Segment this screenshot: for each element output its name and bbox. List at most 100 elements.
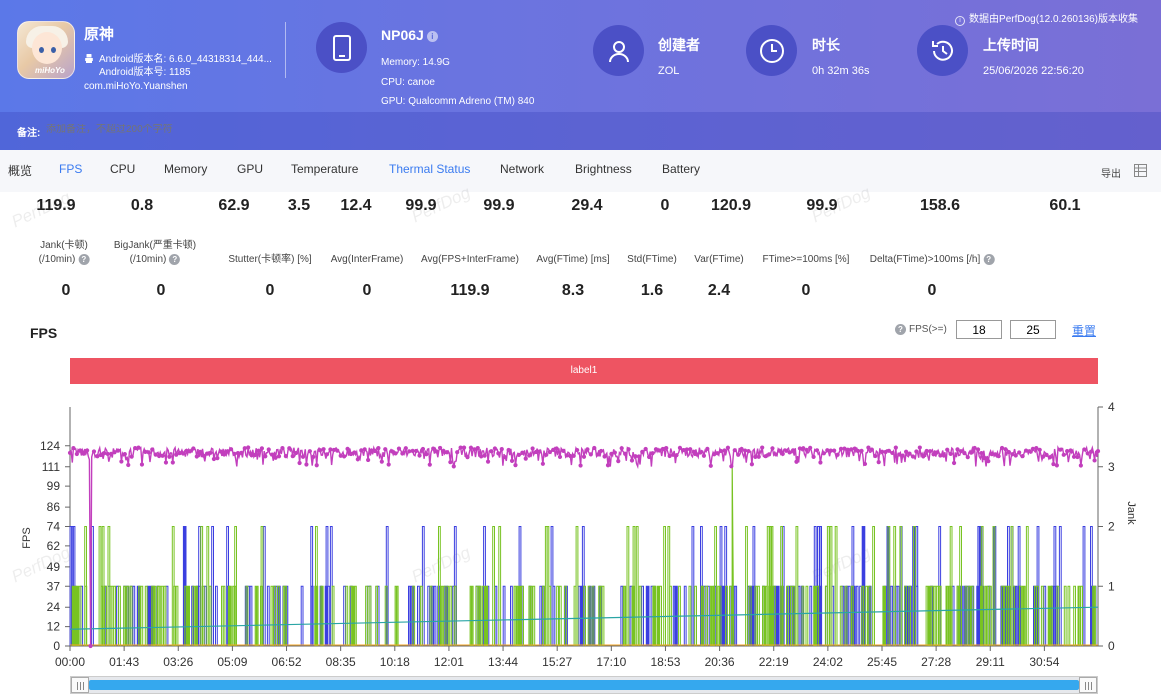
x-tick-label: 24:02: [813, 655, 843, 669]
fps-point: [927, 449, 933, 454]
fps-point: [533, 449, 539, 455]
fps-point: [838, 446, 844, 451]
fps-point: [657, 448, 662, 453]
fps-point: [814, 448, 820, 453]
fps-point: [842, 446, 847, 451]
fps-point: [616, 459, 621, 464]
time-range-slider[interactable]: [70, 676, 1098, 694]
fps-threshold-input-2[interactable]: [1010, 320, 1056, 339]
device-info-icon[interactable]: i: [426, 30, 438, 42]
range-handle-left[interactable]: [71, 677, 89, 693]
range-handle-right[interactable]: [1079, 677, 1097, 693]
tab-fps[interactable]: FPS: [59, 162, 83, 176]
fps-point: [900, 453, 905, 458]
fps-point: [619, 446, 624, 451]
export-button[interactable]: 导出: [1101, 169, 1121, 180]
user-icon: [593, 25, 644, 76]
fps-point: [701, 453, 707, 458]
help-icon[interactable]: ?: [169, 253, 181, 265]
help-icon[interactable]: ?: [895, 324, 906, 335]
fps-point: [208, 450, 213, 455]
fps-point: [1013, 453, 1018, 458]
fps-point: [989, 452, 994, 457]
fps-point: [962, 451, 967, 456]
fps-point: [1065, 449, 1070, 454]
tab-gpu[interactable]: GPU: [237, 162, 264, 176]
fps-point: [537, 449, 542, 454]
fps-point: [729, 464, 734, 469]
fps-point: [1003, 447, 1008, 452]
fps-point: [650, 451, 655, 456]
fps-point: [359, 448, 364, 453]
jank-spike: [731, 466, 735, 647]
label-bar[interactable]: label1: [70, 358, 1098, 384]
fps-point: [794, 459, 799, 464]
fps-point: [239, 450, 244, 456]
tab-battery[interactable]: Battery: [662, 162, 701, 176]
fps-point: [215, 456, 220, 461]
fps-point: [177, 451, 182, 456]
x-tick-label: 05:09: [217, 655, 247, 669]
fps-point: [211, 456, 217, 462]
fps-point: [482, 453, 487, 458]
fps-point: [965, 455, 970, 460]
y-right-tick-label: 3: [1108, 460, 1115, 474]
x-tick-label: 30:54: [1029, 655, 1059, 669]
fps-point: [180, 451, 186, 456]
fps-point: [1041, 454, 1046, 459]
fps-point: [328, 447, 333, 452]
fps-point: [465, 455, 470, 460]
device-icon: [316, 22, 367, 73]
fps-point: [1095, 449, 1101, 454]
fps-point: [509, 458, 515, 463]
duration-title: 时长: [812, 37, 840, 53]
fps-point: [122, 452, 127, 457]
fps-point: [890, 450, 895, 456]
note-input[interactable]: [46, 124, 346, 135]
fps-point: [588, 452, 593, 457]
fps-point: [345, 446, 350, 451]
fps-point: [1071, 454, 1077, 459]
fps-point: [194, 454, 199, 459]
help-icon[interactable]: ?: [78, 253, 90, 265]
fps-point: [105, 451, 110, 457]
fps-point: [907, 451, 912, 456]
fps-threshold-input-1[interactable]: [956, 320, 1002, 339]
reset-button[interactable]: 重置: [1072, 324, 1097, 338]
stat-top-value: 3.5: [287, 197, 311, 214]
y-left-tick-label: 124: [40, 439, 60, 453]
fps-point: [924, 448, 929, 454]
export-icon[interactable]: [1134, 164, 1147, 177]
tab-thermal-status[interactable]: Thermal Status: [389, 162, 471, 176]
fps-point: [674, 453, 679, 458]
help-icon[interactable]: ?: [983, 253, 995, 265]
y-left-tick-label: 37: [47, 579, 61, 593]
fps-point: [78, 448, 83, 453]
time-range-selection[interactable]: [89, 680, 1079, 690]
fps-point: [431, 446, 436, 451]
fps-point: [612, 450, 617, 455]
tab-memory[interactable]: Memory: [164, 162, 208, 176]
fps-point: [602, 454, 607, 459]
tab-cpu[interactable]: CPU: [110, 162, 136, 176]
source-note: i 数据由PerfDog(12.0.260136)版本收集: [955, 10, 1138, 26]
fps-point: [688, 447, 693, 452]
upload-title: 上传时间: [983, 37, 1039, 53]
fps-point: [1092, 458, 1097, 463]
fps-point: [845, 447, 850, 452]
fps-point: [198, 449, 203, 454]
fps-point: [670, 452, 676, 457]
tab-temperature[interactable]: Temperature: [291, 162, 359, 176]
tab-brightness[interactable]: Brightness: [575, 162, 632, 176]
source-note-text: 数据由PerfDog(12.0.260136)版本收集: [969, 14, 1138, 25]
tab-network[interactable]: Network: [500, 162, 545, 176]
fps-point: [938, 453, 943, 458]
fps-point: [174, 452, 179, 457]
fps-point: [917, 445, 922, 450]
y-left-tick-label: 111: [42, 460, 61, 474]
fps-point: [708, 463, 713, 468]
tab-overview[interactable]: 概览: [8, 164, 33, 178]
fps-section-title: FPS: [30, 325, 58, 341]
fps-point: [109, 451, 114, 456]
